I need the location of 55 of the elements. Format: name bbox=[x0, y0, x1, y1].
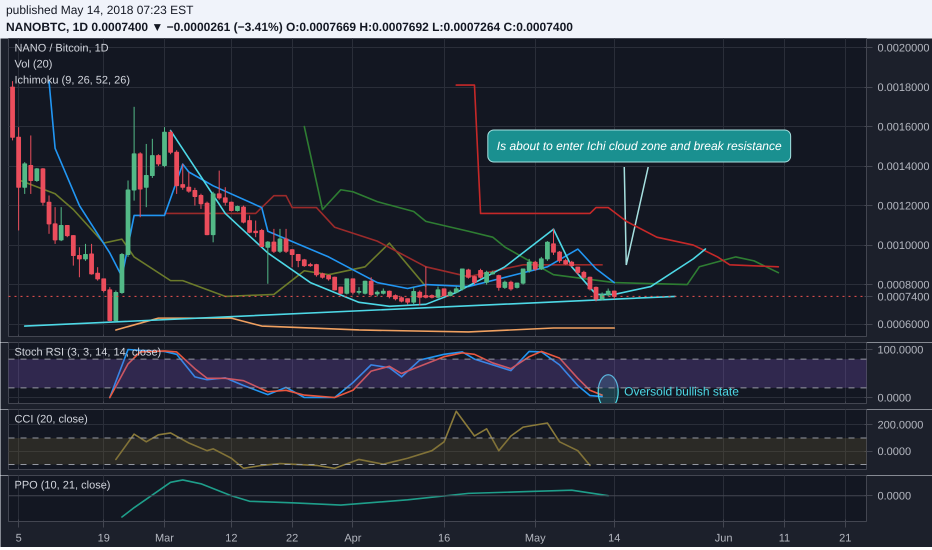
candlestick bbox=[350, 278, 356, 295]
chart-title: CCI (20, close) bbox=[14, 414, 88, 426]
candlestick bbox=[344, 278, 350, 295]
candlestick bbox=[508, 280, 514, 292]
chart-title: NANOBTC, 1D 0.0007400 ▼ −0.0000261 (−3.41%) O:0.0007669 H:0.0007692 L:0.0007264 C:0.0007400 bbox=[6, 20, 573, 34]
y-tick-label: 0.0018000 bbox=[878, 82, 930, 94]
candlestick bbox=[34, 168, 40, 182]
x-tick-label: Jun bbox=[714, 532, 733, 544]
y-tick-label: 100.0000 bbox=[878, 344, 924, 357]
candlestick bbox=[278, 228, 282, 254]
y-tick-label: 0.0008000 bbox=[878, 280, 930, 292]
y-tick-label: 0.0014000 bbox=[878, 161, 930, 174]
candlestick bbox=[83, 243, 88, 262]
x-tick-label: May bbox=[524, 532, 546, 544]
candlestick bbox=[265, 240, 270, 284]
line-series bbox=[164, 194, 603, 278]
annotation: Is about to enter Ichi cloud zone and break resistance bbox=[496, 138, 782, 153]
annotation: Vol (20) bbox=[14, 58, 52, 70]
candlestick bbox=[532, 260, 538, 272]
x-tick-label: 16 bbox=[438, 532, 450, 544]
ref-line-label: 0.0007400 bbox=[878, 291, 930, 304]
y-tick-label: 200.0000 bbox=[878, 420, 924, 432]
annotation: Oversold bullish state bbox=[624, 384, 740, 399]
annotation: NANO / Bitcoin, 1D bbox=[14, 42, 109, 54]
line-series bbox=[115, 410, 591, 470]
y-tick-label: 0.0020000 bbox=[878, 42, 930, 55]
x-tick-label: 21 bbox=[839, 532, 852, 544]
chart-title: PPO (10, 21, close) bbox=[14, 479, 110, 492]
line-series bbox=[455, 84, 780, 268]
candlestick bbox=[272, 228, 276, 254]
line-series bbox=[303, 126, 780, 286]
x-tick-label: Mar bbox=[155, 532, 174, 544]
y-tick-label: 0.0010000 bbox=[878, 240, 930, 252]
candlestick bbox=[22, 162, 28, 194]
y-tick-label: 0.0012000 bbox=[878, 200, 930, 213]
y-tick-label: 0.0016000 bbox=[878, 122, 930, 134]
candlestick bbox=[58, 206, 64, 242]
x-tick-label: 12 bbox=[225, 532, 238, 544]
line-series bbox=[115, 317, 616, 333]
candlestick bbox=[496, 274, 502, 292]
x-tick-label: 22 bbox=[286, 532, 298, 544]
x-tick-label: Apr bbox=[344, 532, 362, 544]
candlestick bbox=[156, 154, 161, 167]
candlestick bbox=[436, 286, 440, 299]
y-tick-label: 0.0000 bbox=[878, 392, 912, 404]
annotation: Ichimoku (9, 26, 52, 26) bbox=[14, 74, 130, 86]
x-tick-label: 14 bbox=[608, 532, 620, 544]
candlestick bbox=[28, 134, 34, 194]
x-tick-label: 5 bbox=[16, 532, 22, 544]
candlestick bbox=[411, 286, 416, 305]
chart-subtitle: published May 14, 2018 07:23 EST bbox=[6, 3, 194, 17]
x-tick-label: 11 bbox=[778, 532, 790, 544]
x-tick-label: 19 bbox=[98, 532, 110, 544]
y-tick-label: 0.0006000 bbox=[878, 319, 930, 332]
y-tick-label: 0.0000 bbox=[878, 446, 912, 458]
